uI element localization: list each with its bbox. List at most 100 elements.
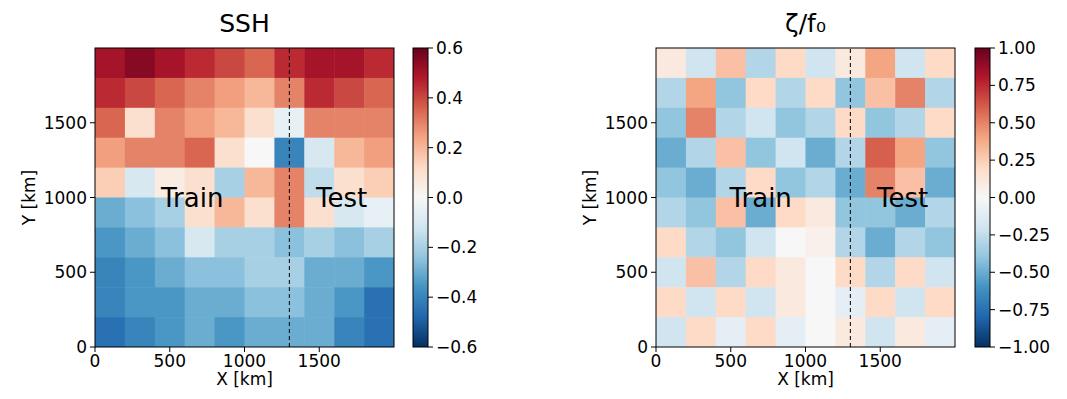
cell	[776, 48, 806, 78]
panel: TrainTest050010001500050010001500X [km]Y…	[19, 9, 477, 389]
colorbar-tick-label: −0.25	[998, 225, 1050, 245]
cell	[806, 317, 836, 347]
cell	[716, 287, 746, 317]
cell	[334, 257, 364, 287]
cell	[776, 317, 806, 347]
cell	[125, 317, 155, 347]
cell	[95, 287, 125, 317]
colorbar-tick-label: −0.6	[436, 337, 477, 357]
colorbar-tick	[990, 160, 995, 161]
cell	[334, 108, 364, 138]
cell	[806, 227, 836, 257]
y-tick	[651, 347, 656, 348]
cell	[656, 257, 686, 287]
cell	[125, 108, 155, 138]
cell	[125, 287, 155, 317]
cell	[776, 138, 806, 168]
cell	[806, 48, 836, 78]
cell	[746, 78, 776, 108]
cell	[364, 78, 394, 108]
cell	[746, 138, 776, 168]
cell	[155, 317, 185, 347]
cell	[215, 257, 245, 287]
cell	[215, 78, 245, 108]
cell	[716, 138, 746, 168]
cell	[776, 257, 806, 287]
colorbar	[975, 48, 990, 347]
cell	[806, 138, 836, 168]
y-tick	[90, 272, 95, 273]
cell	[155, 287, 185, 317]
cell	[925, 287, 955, 317]
colorbar-tick-label: 0.2	[436, 138, 463, 158]
colorbar-tick-label: −0.2	[436, 237, 477, 257]
cell	[155, 78, 185, 108]
cell	[245, 287, 275, 317]
cell	[364, 227, 394, 257]
x-axis-title: X [km]	[777, 369, 834, 389]
cell	[656, 168, 686, 198]
cell	[865, 138, 895, 168]
cell	[334, 227, 364, 257]
cell	[364, 198, 394, 228]
cell	[334, 287, 364, 317]
cell	[304, 227, 334, 257]
cell	[656, 138, 686, 168]
split-line	[289, 48, 290, 347]
title: SSH	[219, 9, 270, 38]
cell	[245, 317, 275, 347]
cell	[304, 257, 334, 287]
cell	[215, 287, 245, 317]
frame	[95, 48, 394, 347]
cell	[895, 227, 925, 257]
cell	[185, 78, 215, 108]
cell	[865, 48, 895, 78]
cell	[95, 198, 125, 228]
cell	[95, 138, 125, 168]
cell	[245, 138, 275, 168]
cell	[95, 317, 125, 347]
colorbar-tick-label: 0.6	[436, 38, 463, 58]
cell	[364, 138, 394, 168]
cells	[656, 48, 955, 347]
x-axis-title: X [km]	[216, 369, 273, 389]
cell	[776, 108, 806, 138]
colorbar-tick	[990, 48, 995, 49]
cell	[925, 138, 955, 168]
cell	[155, 227, 185, 257]
y-tick-label: 1000	[605, 188, 648, 208]
cell	[686, 257, 716, 287]
cell	[364, 317, 394, 347]
cell	[245, 257, 275, 287]
colorbar-tick	[990, 85, 995, 86]
annotation: Train	[728, 183, 791, 213]
title: ζ/f₀	[785, 9, 826, 38]
colorbar-tick-label: −1.00	[998, 337, 1050, 357]
cell	[806, 287, 836, 317]
cell	[95, 108, 125, 138]
cell	[656, 317, 686, 347]
colorbar-tick	[990, 197, 995, 198]
cell	[215, 108, 245, 138]
cell	[925, 108, 955, 138]
frame	[656, 48, 955, 347]
colorbar-tick	[428, 197, 433, 198]
colorbar-tick-label: 0.0	[436, 188, 463, 208]
colorbar-tick	[990, 272, 995, 273]
cell	[895, 317, 925, 347]
cell	[304, 48, 334, 78]
x-tick-label: 1500	[859, 351, 902, 371]
cell	[364, 168, 394, 198]
cell	[865, 257, 895, 287]
cell	[686, 227, 716, 257]
cell	[716, 257, 746, 287]
colorbar-tick-label: −0.50	[998, 262, 1050, 282]
cell	[245, 198, 275, 228]
x-tick-label: 500	[154, 351, 186, 371]
cell	[686, 138, 716, 168]
cell	[215, 138, 245, 168]
cell	[865, 287, 895, 317]
cell	[895, 78, 925, 108]
cells	[95, 48, 394, 347]
cell	[215, 317, 245, 347]
